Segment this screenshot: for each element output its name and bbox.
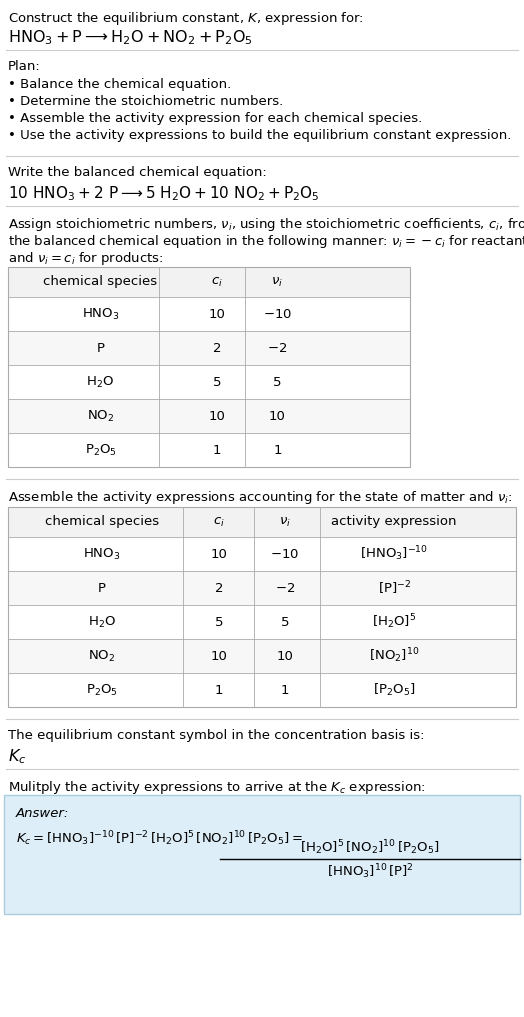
Text: $[\mathrm{HNO_3}]^{-10}$: $[\mathrm{HNO_3}]^{-10}$ [360,545,428,563]
Text: $\mathrm{P}$: $\mathrm{P}$ [96,342,105,355]
Text: Write the balanced chemical equation:: Write the balanced chemical equation: [8,166,267,179]
Text: $\mathrm{H_2O}$: $\mathrm{H_2O}$ [88,614,116,630]
Text: $[\mathrm{P}]^{-2}$: $[\mathrm{P}]^{-2}$ [377,580,411,597]
Text: $\nu_i$: $\nu_i$ [271,276,283,289]
Text: 10: 10 [209,410,225,422]
Text: $[\mathrm{H_2O}]^5\,[\mathrm{NO_2}]^{10}\,[\mathrm{P_2O_5}]$: $[\mathrm{H_2O}]^5\,[\mathrm{NO_2}]^{10}… [300,838,440,857]
Bar [8,267,410,467]
Text: • Determine the stoichiometric numbers.: • Determine the stoichiometric numbers. [8,95,283,108]
Text: The equilibrium constant symbol in the concentration basis is:: The equilibrium constant symbol in the c… [8,729,424,742]
Bar [8,365,410,399]
Text: 2: 2 [214,582,223,595]
Text: $\mathrm{10\ HNO_3 + 2\ P \longrightarrow 5\ H_2O + 10\ NO_2 + P_2O_5}$: $\mathrm{10\ HNO_3 + 2\ P \longrightarro… [8,184,320,202]
Text: 10: 10 [269,410,286,422]
Text: 1: 1 [281,683,289,697]
Text: $c_i$: $c_i$ [211,276,223,289]
Bar [8,507,516,537]
Text: $[\mathrm{HNO_3}]^{10}\,[\mathrm{P}]^2$: $[\mathrm{HNO_3}]^{10}\,[\mathrm{P}]^2$ [326,862,413,881]
Text: chemical species: chemical species [45,516,159,529]
Text: $-2$: $-2$ [275,582,295,595]
Text: $K_c$: $K_c$ [8,747,26,766]
Bar [8,331,410,365]
Text: activity expression: activity expression [331,516,457,529]
Text: Answer:: Answer: [16,807,69,820]
Text: 10: 10 [277,650,293,662]
Text: 10: 10 [209,307,225,320]
Text: 5: 5 [213,375,221,388]
Text: $\mathrm{NO_2}$: $\mathrm{NO_2}$ [87,409,114,423]
Text: Plan:: Plan: [8,60,41,73]
Text: Assign stoichiometric numbers, $\nu_i$, using the stoichiometric coefficients, $: Assign stoichiometric numbers, $\nu_i$, … [8,216,524,233]
Bar [8,571,516,605]
Text: $c_i$: $c_i$ [213,516,225,529]
Text: 5: 5 [214,615,223,629]
Text: $\mathrm{NO_2}$: $\mathrm{NO_2}$ [89,649,116,663]
Text: $-10$: $-10$ [270,547,299,560]
Text: $-10$: $-10$ [263,307,292,320]
Bar [8,297,410,331]
Text: $\mathrm{P_2O_5}$: $\mathrm{P_2O_5}$ [86,682,118,698]
Bar [8,267,410,297]
Text: the balanced chemical equation in the following manner: $\nu_i = -c_i$ for react: the balanced chemical equation in the fo… [8,233,524,250]
Text: $[\mathrm{P_2O_5}]$: $[\mathrm{P_2O_5}]$ [373,682,416,698]
Bar [8,399,410,433]
Text: • Use the activity expressions to build the equilibrium constant expression.: • Use the activity expressions to build … [8,129,511,142]
Bar [8,673,516,707]
Text: • Balance the chemical equation.: • Balance the chemical equation. [8,78,231,91]
Text: • Assemble the activity expression for each chemical species.: • Assemble the activity expression for e… [8,112,422,125]
Text: 2: 2 [213,342,221,355]
Text: Mulitply the activity expressions to arrive at the $K_c$ expression:: Mulitply the activity expressions to arr… [8,779,426,796]
Text: $\mathrm{H_2O}$: $\mathrm{H_2O}$ [86,374,115,390]
Text: 1: 1 [273,443,281,457]
Text: $\mathrm{HNO_3}$: $\mathrm{HNO_3}$ [82,306,119,321]
Text: $\mathrm{HNO_3 + P \longrightarrow H_2O + NO_2 + P_2O_5}$: $\mathrm{HNO_3 + P \longrightarrow H_2O … [8,28,253,47]
Text: and $\nu_i = c_i$ for products:: and $\nu_i = c_i$ for products: [8,250,163,267]
Text: $\mathrm{P_2O_5}$: $\mathrm{P_2O_5}$ [84,442,116,458]
Bar [8,639,516,673]
Text: Assemble the activity expressions accounting for the state of matter and $\nu_i$: Assemble the activity expressions accoun… [8,489,512,506]
Bar [8,605,516,639]
Text: 10: 10 [210,547,227,560]
Text: 5: 5 [273,375,281,388]
Text: $[\mathrm{H_2O}]^5$: $[\mathrm{H_2O}]^5$ [372,612,416,632]
Text: $\mathrm{HNO_3}$: $\mathrm{HNO_3}$ [83,546,121,561]
Text: $-2$: $-2$ [267,342,288,355]
Text: 1: 1 [214,683,223,697]
Bar [8,537,516,571]
Bar [8,433,410,467]
Text: 10: 10 [210,650,227,662]
Text: 5: 5 [281,615,289,629]
Text: Construct the equilibrium constant, $K$, expression for:: Construct the equilibrium constant, $K$,… [8,10,364,27]
Bar [8,507,516,707]
Text: $[\mathrm{NO_2}]^{10}$: $[\mathrm{NO_2}]^{10}$ [369,647,419,665]
Text: 1: 1 [213,443,221,457]
Text: $K_c = [\mathrm{HNO_3}]^{-10}\,[\mathrm{P}]^{-2}\,[\mathrm{H_2O}]^5\,[\mathrm{NO: $K_c = [\mathrm{HNO_3}]^{-10}\,[\mathrm{… [16,829,303,848]
Text: chemical species: chemical species [43,276,158,289]
Text: $\nu_i$: $\nu_i$ [279,516,291,529]
FancyBboxPatch shape [4,795,520,914]
Text: $\mathrm{P}$: $\mathrm{P}$ [97,582,107,595]
